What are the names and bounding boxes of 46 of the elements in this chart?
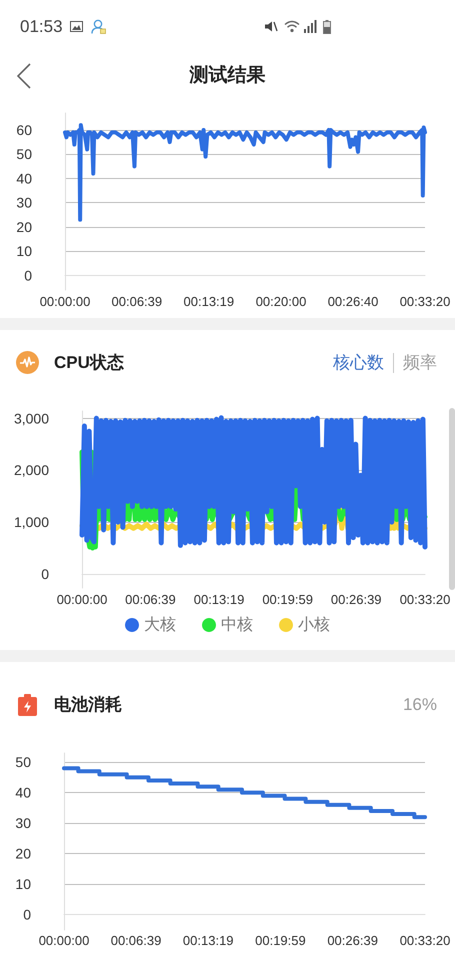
x-tick-label: 00:00:00 — [40, 294, 90, 309]
y-tick-label: 30 — [16, 194, 32, 211]
y-tick-label: 20 — [15, 846, 32, 862]
x-tick-label: 00:26:39 — [330, 592, 382, 607]
x-tick-label: 00:26:40 — [328, 294, 378, 309]
y-tick-label: 50 — [16, 146, 32, 162]
y-tick-label: 20 — [16, 218, 32, 235]
text: 频率 — [403, 352, 437, 374]
y-tick-label: 40 — [16, 170, 32, 186]
text: 核心数 — [333, 352, 384, 374]
y-tick-label: 60 — [16, 122, 32, 138]
x-tick-label: 00:00:00 — [38, 933, 90, 948]
chart-title: CPU状态 — [54, 352, 124, 374]
y-tick-label: 1,000 — [14, 514, 50, 530]
y-tick-label: 30 — [15, 815, 32, 832]
x-tick-label: 00:06:39 — [112, 294, 162, 309]
x-tick-label: 00:19:59 — [262, 592, 313, 607]
x-tick-label: 00:20:00 — [256, 294, 306, 309]
legend-label: 小核 — [298, 616, 330, 634]
x-tick-label: 00:33:20 — [400, 933, 450, 948]
x-tick-label: 00:33:20 — [400, 294, 450, 309]
y-tick-label: 10 — [16, 243, 32, 260]
x-tick-label: 00:13:19 — [182, 933, 234, 948]
y-tick-label: 0 — [23, 906, 32, 923]
y-tick-label: 3,000 — [14, 410, 50, 426]
y-tick-label: 2,000 — [14, 462, 50, 478]
x-tick-label: 00:00:00 — [56, 592, 108, 607]
x-tick-label: 00:06:39 — [110, 933, 162, 948]
line-series — [63, 123, 427, 222]
text: 16% — [402, 694, 437, 716]
x-tick-label: 00:13:19 — [194, 592, 244, 607]
y-tick-label: 10 — [15, 876, 32, 892]
legend-label: 大核 — [144, 616, 176, 634]
x-tick-label: 00:13:19 — [184, 294, 234, 309]
text: 01:53 — [20, 17, 63, 37]
x-tick-label: 00:26:39 — [327, 933, 378, 948]
x-tick-label: 00:33:20 — [400, 592, 450, 607]
x-tick-label: 00:06:39 — [125, 592, 176, 607]
x-tick-label: 00:19:59 — [255, 933, 306, 948]
chart-title: 测试结果 — [188, 64, 266, 88]
y-tick-label: 40 — [15, 784, 32, 801]
y-tick-label: 50 — [15, 754, 32, 770]
y-tick-label: 0 — [24, 267, 32, 284]
y-tick-label: 0 — [41, 566, 50, 582]
legend-label: 中核 — [221, 616, 253, 634]
chart-title: 电池消耗 — [54, 694, 122, 716]
